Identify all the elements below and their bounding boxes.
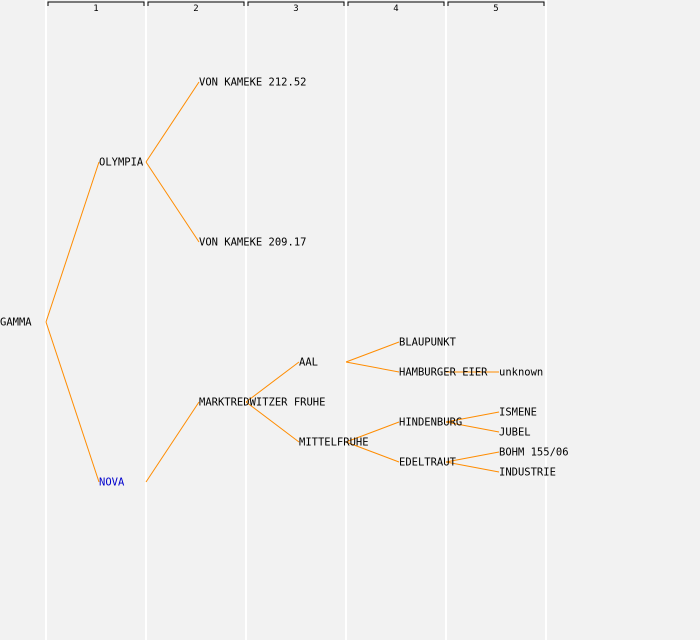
column-number: 2 <box>193 4 198 14</box>
tree-node-bohm: BOHM 155/06 <box>499 447 569 459</box>
tree-edges <box>45 81 500 483</box>
tree-node-ismene: ISMENE <box>499 407 537 419</box>
column-number: 1 <box>93 4 98 14</box>
tree-node-gamma: GAMMA <box>0 317 32 329</box>
tree-node-jubel: JUBEL <box>499 427 531 439</box>
edge-nova-to-marktredwitzer-fruhe <box>145 401 200 483</box>
edge-olympia-to-von-kameke-2 <box>145 161 200 243</box>
edge-marktredwitzer-fruhe-to-aal <box>245 361 300 403</box>
column-bracket <box>147 1 245 6</box>
edge-marktredwitzer-fruhe-to-mittelfruhe <box>245 401 300 443</box>
tree-node-hamburger-eier: HAMBURGER EIER <box>399 367 488 379</box>
tree-node-von-kameke-2: VON KAMEKE 209.17 <box>199 237 306 249</box>
tree-node-nova: NOVA <box>99 477 125 489</box>
edge-edeltraut-to-industrie <box>445 461 500 473</box>
generation-columns: 1 2 3 4 5 <box>45 0 547 640</box>
tree-node-unknown: unknown <box>499 367 543 379</box>
column-bracket <box>447 1 545 6</box>
edge-edeltraut-to-bohm <box>445 451 500 463</box>
edge-aal-to-blaupunkt <box>345 341 400 363</box>
column-bracket <box>47 1 145 6</box>
tree-node-olympia: OLYMPIA <box>99 157 144 169</box>
edge-hindenburg-to-jubel <box>445 421 500 433</box>
column-number: 5 <box>493 4 498 14</box>
edge-hindenburg-to-ismene <box>445 411 500 423</box>
column-bracket <box>247 1 345 6</box>
edge-gamma-to-nova <box>45 321 100 483</box>
column-number: 4 <box>393 4 398 14</box>
edge-mittelfruhe-to-hindenburg <box>345 421 400 443</box>
column-bracket <box>347 1 445 6</box>
edge-gamma-to-olympia <box>45 161 100 323</box>
tree-nodes: GAMMA OLYMPIA VON KAMEKE 212.52 VON KAMEKE … <box>0 77 569 489</box>
edge-olympia-to-von-kameke-1 <box>145 81 200 163</box>
tree-node-aal: AAL <box>299 357 318 369</box>
edge-mittelfruhe-to-edeltraut <box>345 441 400 463</box>
tree-node-hindenburg: HINDENBURG <box>399 417 462 429</box>
edge-aal-to-hamburger-eier <box>345 361 400 373</box>
tree-node-industrie: INDUSTRIE <box>499 467 556 479</box>
tree-node-blaupunkt: BLAUPUNKT <box>399 337 457 349</box>
tree-node-mittelfruhe: MITTELFRUHE <box>299 437 369 449</box>
tree-node-marktredwitzer-fruhe: MARKTREDWITZER FRUHE <box>199 397 325 409</box>
column-number: 3 <box>293 4 298 14</box>
tree-node-edeltraut: EDELTRAUT <box>399 457 457 469</box>
tree-node-von-kameke-1: VON KAMEKE 212.52 <box>199 77 306 89</box>
